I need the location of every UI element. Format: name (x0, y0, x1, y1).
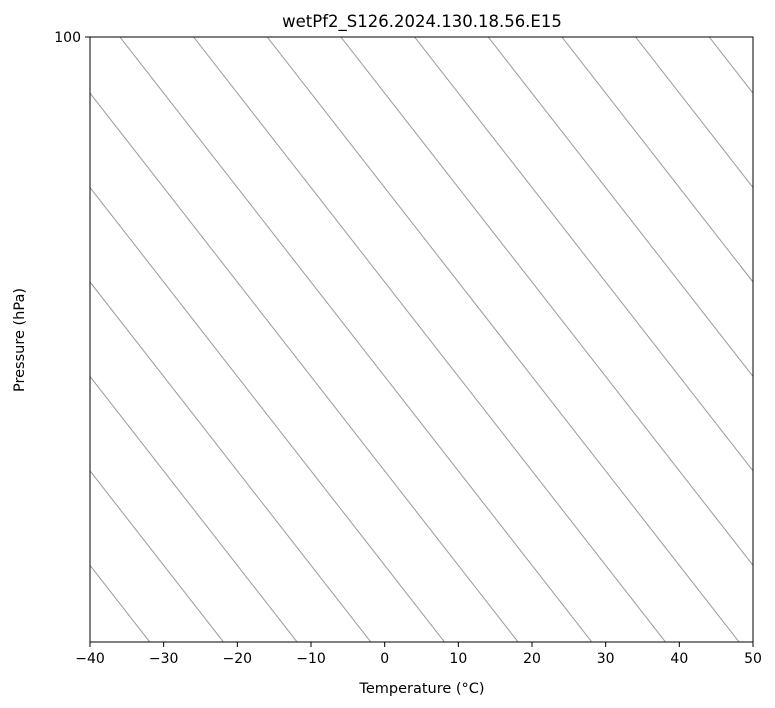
x-tick-label: −40 (75, 651, 105, 667)
x-tick-label: 0 (380, 651, 389, 667)
x-tick-label: 40 (670, 651, 688, 667)
isotherm-line (340, 37, 753, 567)
isotherm-line (90, 281, 372, 642)
y-axis-title: Pressure (hPa) (12, 288, 28, 392)
isotherm-line (119, 37, 593, 642)
x-tick-label: 30 (597, 651, 615, 667)
dry-adiabat-line (648, 37, 650, 38)
y-tick-label: 100 (54, 30, 81, 46)
isotherm-line (193, 37, 666, 642)
isotherm-line (90, 92, 519, 642)
x-tick-label: −20 (223, 651, 253, 667)
isotherm-line (635, 37, 753, 189)
x-axis-title: Temperature (°C) (358, 681, 484, 697)
dry-adiabat-line (572, 37, 574, 38)
isotherm-line (90, 470, 224, 642)
dry-adiabat-line (534, 37, 536, 38)
isotherm-line (266, 37, 740, 642)
x-tick-label: −30 (149, 651, 179, 667)
background-lines (90, 37, 753, 642)
x-tick-label: 20 (523, 651, 541, 667)
dry-adiabat-line (610, 37, 612, 38)
isotherm-line (414, 37, 753, 472)
isotherm-line (90, 186, 445, 642)
axis-ticks: −40−30−20−100102030405010020030040050060… (54, 30, 762, 667)
isotherm-label: -100 (107, 5, 134, 35)
x-tick-label: 10 (449, 651, 467, 667)
plot-frame (89, 36, 754, 643)
x-tick-label: −10 (296, 651, 326, 667)
isotherm-line (90, 375, 298, 642)
moist-adiabat-line (652, 37, 654, 38)
x-tick-label: 50 (744, 651, 762, 667)
isotherm-line (561, 37, 753, 283)
isotherm-line (487, 37, 753, 378)
chart-title: wetPf2_S126.2024.130.18.56.E15 (282, 12, 562, 32)
